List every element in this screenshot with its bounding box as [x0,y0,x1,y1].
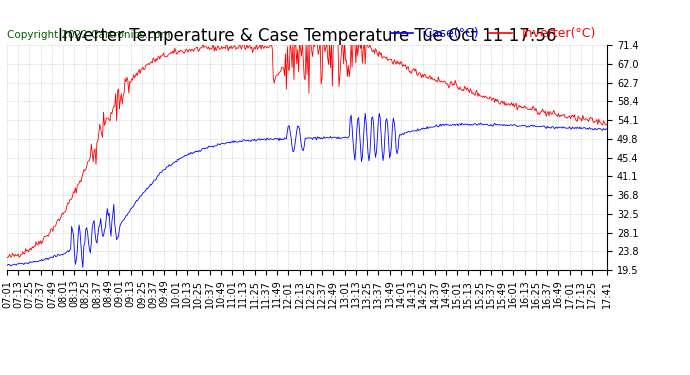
Text: Copyright 2022 Cartronics.com: Copyright 2022 Cartronics.com [7,30,170,40]
Title: Inverter Temperature & Case Temperature Tue Oct 11 17:56: Inverter Temperature & Case Temperature … [58,27,556,45]
Legend: Case(°C), Inverter(°C): Case(°C), Inverter(°C) [386,22,601,45]
